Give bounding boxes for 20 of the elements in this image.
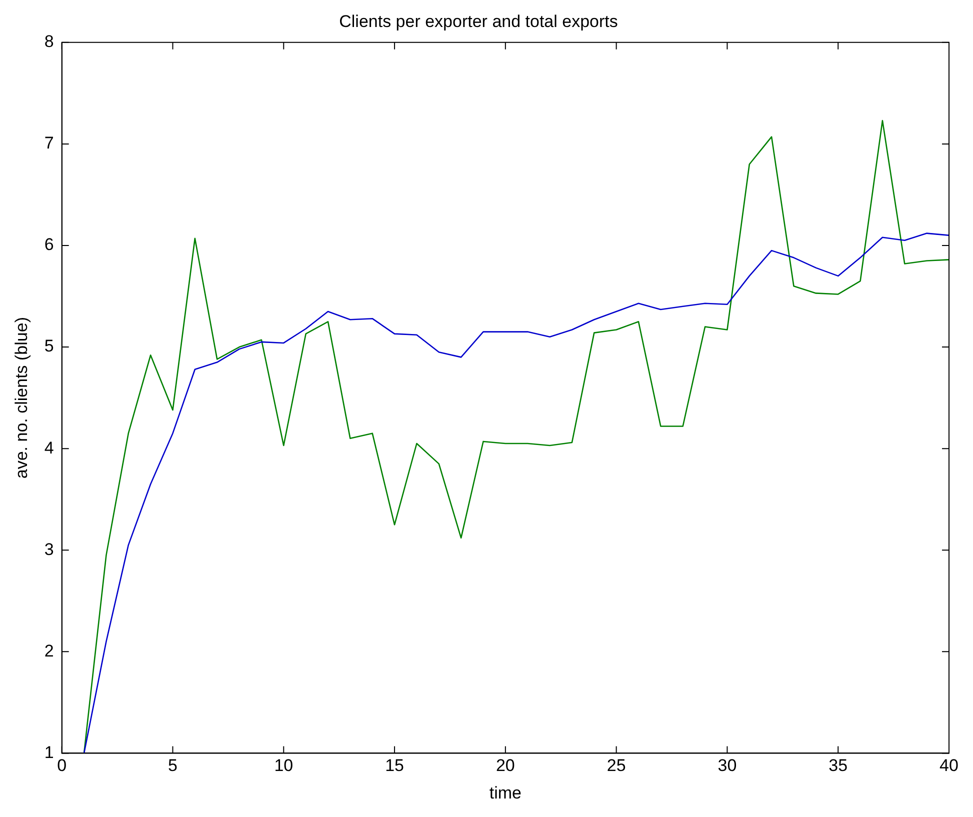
x-tick-label: 25 — [606, 756, 626, 776]
x-tick-label: 0 — [57, 756, 67, 776]
y-tick-label: 7 — [44, 134, 54, 153]
y-tick-label: 2 — [44, 641, 54, 660]
x-tick-label: 30 — [718, 756, 737, 776]
x-axis-title: time — [489, 783, 522, 802]
x-tick-label: 20 — [496, 756, 515, 776]
y-tick-label: 3 — [44, 540, 54, 559]
x-tick-label: 5 — [168, 756, 178, 776]
y-tick-label: 1 — [44, 742, 54, 762]
y-tick-label: 6 — [44, 235, 54, 254]
y-tick-label: 8 — [44, 32, 54, 52]
chart-title: Clients per exporter and total exports — [339, 12, 618, 31]
y-tick-label: 5 — [44, 336, 54, 356]
y-axis-title: ave. no. clients (blue) — [12, 317, 31, 479]
x-tick-label: 35 — [828, 756, 848, 776]
x-tick-label: 40 — [940, 756, 958, 776]
x-tick-label: 10 — [274, 756, 294, 776]
x-tick-label: 15 — [385, 756, 404, 776]
y-tick-label: 4 — [44, 438, 54, 458]
